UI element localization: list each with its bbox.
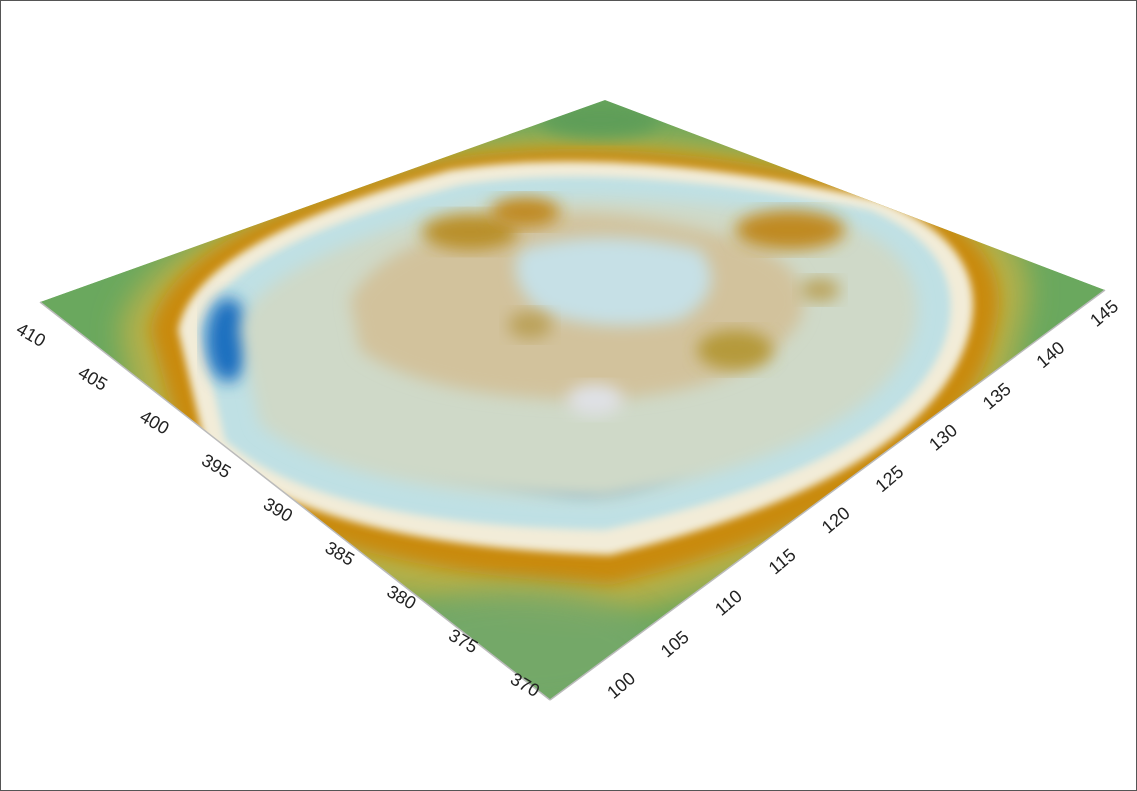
mound-north-west xyxy=(422,214,518,250)
interior-light-patch xyxy=(567,384,623,416)
green-north-corner xyxy=(540,102,660,138)
left-tick-label: 410 xyxy=(13,319,49,351)
mound-north xyxy=(490,197,560,227)
interior-pale-area xyxy=(515,237,712,326)
right-tick-label: 110 xyxy=(711,586,746,620)
terrain-layers xyxy=(40,100,1105,700)
right-tick-label: 100 xyxy=(603,668,639,703)
right-tick-label: 120 xyxy=(818,503,854,538)
right-axis-line xyxy=(549,289,1106,701)
right-tick-label: 145 xyxy=(1086,296,1122,331)
left-tick-label: 400 xyxy=(136,406,172,438)
right-tick-label: 115 xyxy=(765,545,800,579)
axes xyxy=(39,289,1106,701)
left-axis-line xyxy=(39,301,551,701)
ditch-west xyxy=(206,298,250,382)
mound-centre xyxy=(508,311,552,339)
right-tick-label: 135 xyxy=(979,379,1015,414)
right-tick-label: 130 xyxy=(925,420,961,455)
mound-east-small xyxy=(800,278,840,302)
mound-east xyxy=(697,330,773,370)
right-tick-label: 125 xyxy=(872,461,908,496)
mound-north-east xyxy=(735,210,845,250)
left-tick-label: 395 xyxy=(198,450,234,482)
right-tick-label: 105 xyxy=(657,627,693,662)
left-tick-label: 405 xyxy=(75,362,111,394)
right-tick-label: 140 xyxy=(1033,337,1069,372)
